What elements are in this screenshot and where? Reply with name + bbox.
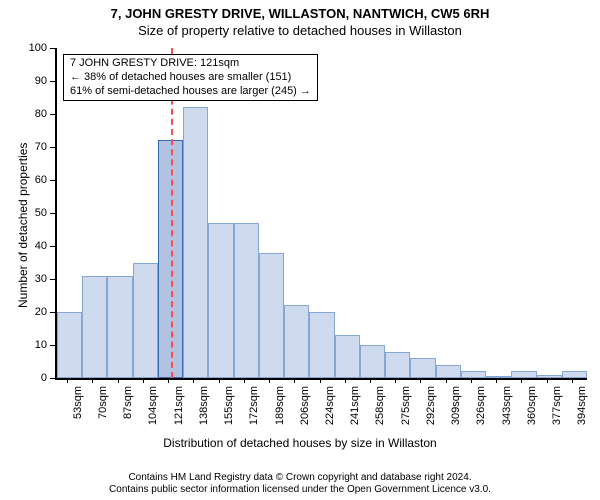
x-tick-mark bbox=[345, 378, 346, 383]
y-tick-label: 50 bbox=[0, 207, 47, 219]
y-tick-mark bbox=[50, 213, 55, 214]
y-tick-label: 0 bbox=[0, 372, 47, 384]
footer-line: Contains HM Land Registry data © Crown c… bbox=[0, 472, 600, 484]
bar bbox=[410, 358, 435, 378]
x-tick-mark bbox=[547, 378, 548, 383]
x-tick-mark bbox=[572, 378, 573, 383]
x-tick-mark bbox=[294, 378, 295, 383]
y-tick-mark bbox=[50, 114, 55, 115]
y-tick-label: 60 bbox=[0, 174, 47, 186]
bar bbox=[82, 276, 107, 378]
x-tick-mark bbox=[320, 378, 321, 383]
x-tick-mark bbox=[67, 378, 68, 383]
bar bbox=[183, 107, 208, 378]
y-tick-label: 100 bbox=[0, 42, 47, 54]
y-tick-label: 10 bbox=[0, 339, 47, 351]
bar bbox=[107, 276, 132, 378]
bar bbox=[360, 345, 385, 378]
bar bbox=[461, 371, 486, 378]
x-tick-mark bbox=[118, 378, 119, 383]
x-tick-mark bbox=[269, 378, 270, 383]
bar bbox=[234, 223, 259, 378]
footer-line: Contains public sector information licen… bbox=[0, 484, 600, 496]
x-tick-mark bbox=[471, 378, 472, 383]
x-tick-mark bbox=[370, 378, 371, 383]
x-tick-mark bbox=[168, 378, 169, 383]
y-tick-mark bbox=[50, 378, 55, 379]
x-tick-mark bbox=[496, 378, 497, 383]
bar bbox=[259, 253, 284, 378]
annotation-box: 7 JOHN GRESTY DRIVE: 121sqm ← 38% of det… bbox=[63, 54, 318, 101]
y-tick-mark bbox=[50, 279, 55, 280]
x-tick-mark bbox=[446, 378, 447, 383]
x-axis-label: Distribution of detached houses by size … bbox=[0, 436, 600, 450]
bar bbox=[511, 371, 536, 378]
bar bbox=[335, 335, 360, 378]
bar bbox=[537, 375, 562, 378]
y-tick-mark bbox=[50, 312, 55, 313]
y-tick-label: 90 bbox=[0, 75, 47, 87]
bar bbox=[385, 352, 410, 378]
x-tick-mark bbox=[521, 378, 522, 383]
x-tick-mark bbox=[395, 378, 396, 383]
y-tick-mark bbox=[50, 345, 55, 346]
annotation-line: ← 38% of detached houses are smaller (15… bbox=[70, 71, 311, 85]
x-tick-mark bbox=[143, 378, 144, 383]
annotation-line: 61% of semi-detached houses are larger (… bbox=[70, 85, 311, 99]
y-tick-label: 80 bbox=[0, 108, 47, 120]
bar bbox=[562, 371, 587, 378]
x-tick-mark bbox=[92, 378, 93, 383]
x-tick-mark bbox=[420, 378, 421, 383]
y-tick-mark bbox=[50, 246, 55, 247]
bar bbox=[208, 223, 233, 378]
annotation-line: 7 JOHN GRESTY DRIVE: 121sqm bbox=[70, 57, 311, 71]
y-tick-mark bbox=[50, 81, 55, 82]
y-tick-label: 40 bbox=[0, 240, 47, 252]
footer: Contains HM Land Registry data © Crown c… bbox=[0, 472, 600, 496]
y-tick-label: 70 bbox=[0, 141, 47, 153]
bar bbox=[436, 365, 461, 378]
bar bbox=[284, 305, 309, 378]
bar bbox=[309, 312, 334, 378]
y-tick-label: 30 bbox=[0, 273, 47, 285]
chart-container: Number of detached properties 7 JOHN GRE… bbox=[0, 0, 600, 500]
bar bbox=[486, 376, 511, 378]
bar bbox=[57, 312, 82, 378]
y-tick-mark bbox=[50, 180, 55, 181]
x-tick-mark bbox=[193, 378, 194, 383]
y-tick-label: 20 bbox=[0, 306, 47, 318]
y-tick-mark bbox=[50, 48, 55, 49]
x-tick-mark bbox=[244, 378, 245, 383]
x-tick-mark bbox=[219, 378, 220, 383]
bar bbox=[133, 263, 158, 379]
y-tick-mark bbox=[50, 147, 55, 148]
